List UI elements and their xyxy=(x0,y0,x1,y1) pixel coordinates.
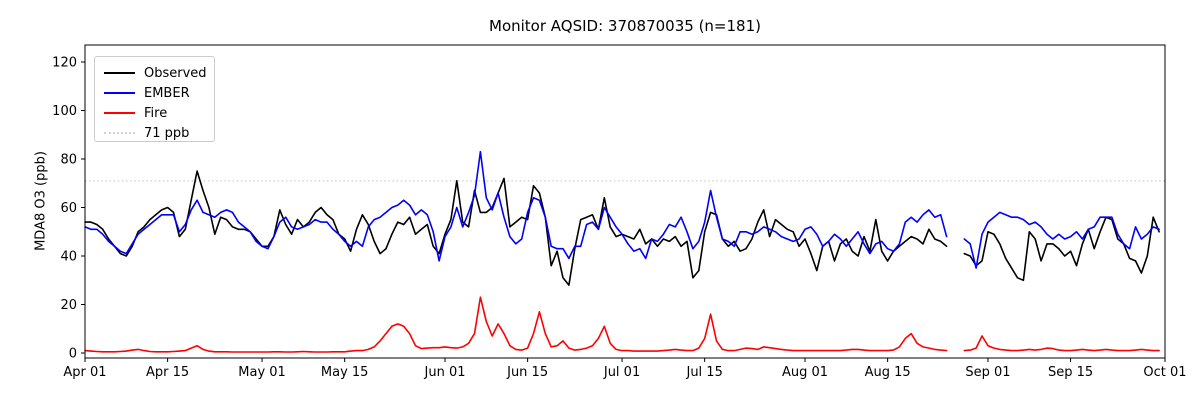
x-tick-label: May 01 xyxy=(238,365,286,380)
legend-label: EMBER xyxy=(144,85,190,101)
legend-swatch-observed xyxy=(104,72,135,74)
legend: Observed EMBER Fire 71 ppb xyxy=(94,56,215,142)
x-tick-label: Jun 15 xyxy=(506,365,548,380)
y-tick-label: 100 xyxy=(52,104,77,119)
y-tick-label: 120 xyxy=(52,56,77,71)
y-tick-label: 60 xyxy=(60,201,77,216)
legend-item-fire: Fire xyxy=(104,103,206,123)
legend-item-observed: Observed xyxy=(104,63,207,83)
y-tick-label: 20 xyxy=(60,298,77,313)
legend-label: Fire xyxy=(144,105,168,121)
x-tick-label: Jul 01 xyxy=(603,365,640,380)
y-tick-label: 0 xyxy=(69,347,77,362)
plot-frame xyxy=(84,44,1166,359)
y-tick-label: 80 xyxy=(60,153,77,168)
chart-title: Monitor AQSID: 370870035 (n=181) xyxy=(489,17,761,35)
x-tick-label: May 15 xyxy=(321,365,369,380)
x-tick-label: Jul 15 xyxy=(685,365,722,380)
x-tick-label: Sep 15 xyxy=(1048,365,1093,380)
x-tick-label: Sep 01 xyxy=(965,365,1010,380)
x-tick-label: Aug 15 xyxy=(865,365,911,380)
series-line-ember xyxy=(84,150,1160,269)
legend-label: Observed xyxy=(144,65,207,81)
legend-item-ember: EMBER xyxy=(104,83,206,103)
series-line-fire xyxy=(84,296,1160,353)
x-tick-label: Apr 15 xyxy=(146,365,189,380)
legend-item-71ppb: 71 ppb xyxy=(104,123,206,143)
x-tick-label: Oct 01 xyxy=(1143,365,1186,380)
x-tick-label: Jun 01 xyxy=(424,365,466,380)
series-line-observed xyxy=(84,170,1160,286)
y-tick-label: 40 xyxy=(60,250,77,265)
x-tick-label: Aug 01 xyxy=(782,365,828,380)
legend-swatch-71ppb xyxy=(104,132,135,134)
x-tick-label: Apr 01 xyxy=(63,365,106,380)
legend-swatch-ember xyxy=(104,92,135,94)
legend-swatch-fire xyxy=(104,112,135,114)
legend-label: 71 ppb xyxy=(144,125,190,141)
